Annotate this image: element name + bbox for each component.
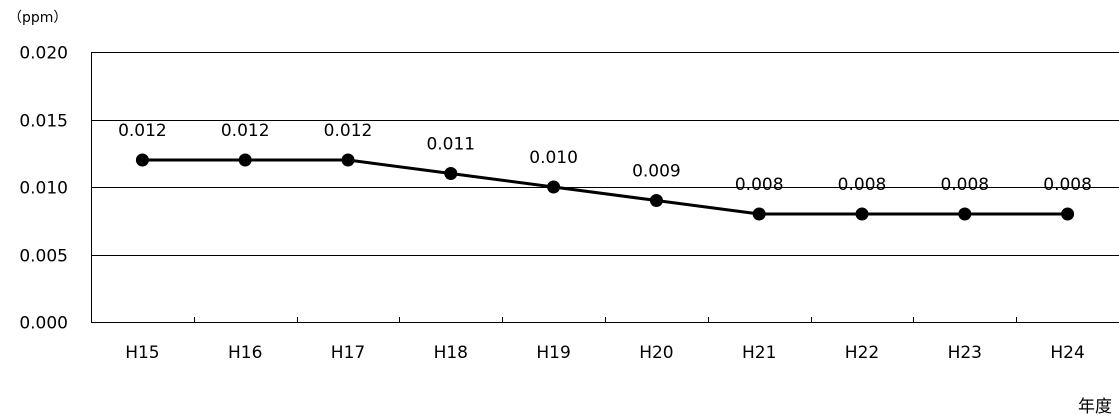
x-tick-label: H18 [434,343,468,363]
data-point [649,194,663,207]
data-label: 0.012 [221,121,270,141]
data-point [958,207,972,221]
x-tick-label: H20 [639,343,673,363]
y-tick-label: 0.005 [19,247,68,267]
y-tick-label: 0.010 [19,179,68,199]
data-label: 0.012 [324,121,373,141]
x-tick-label: H21 [742,343,776,363]
x-tick-label: H16 [228,343,262,363]
x-tick-label: H23 [948,343,982,363]
x-tick-label: H19 [536,343,570,363]
data-point [341,153,355,167]
data-point [238,153,252,167]
data-label: 0.012 [118,121,167,141]
data-series: 0.012 0.012 0.012 0.011 0.010 0.009 0.008 0.008… [118,121,1092,221]
gridlines [91,52,1119,323]
data-point [547,180,561,194]
data-label: 0.008 [838,175,887,195]
y-tick-label: 0.020 [19,44,68,64]
data-label: 0.011 [426,135,475,155]
y-tick-label: 0.015 [19,112,68,132]
y-axis-unit-label: （ppm） [8,10,67,26]
data-point [444,167,458,180]
x-axis: H15 H16 H17 H18 H19 H20 H21 H22 H23 H24 [91,317,1085,363]
data-label: 0.010 [529,148,578,168]
y-axis: 0.000 0.005 0.010 0.015 0.020 [19,44,92,334]
data-point [855,207,869,221]
data-label: 0.008 [735,175,784,195]
data-point [1061,207,1075,221]
x-tick-label: H22 [845,343,879,363]
data-point [752,207,766,221]
y-tick-label: 0.000 [19,314,68,334]
data-label: 0.008 [940,175,989,195]
x-tick-label: H24 [1050,343,1084,363]
data-label: 0.009 [632,162,681,182]
x-tick-label: H17 [331,343,365,363]
data-label: 0.008 [1043,175,1092,195]
series-line [142,158,1068,216]
x-axis-unit-label: 年度 [1078,397,1112,417]
data-point [135,153,149,167]
x-tick-label: H15 [125,343,159,363]
